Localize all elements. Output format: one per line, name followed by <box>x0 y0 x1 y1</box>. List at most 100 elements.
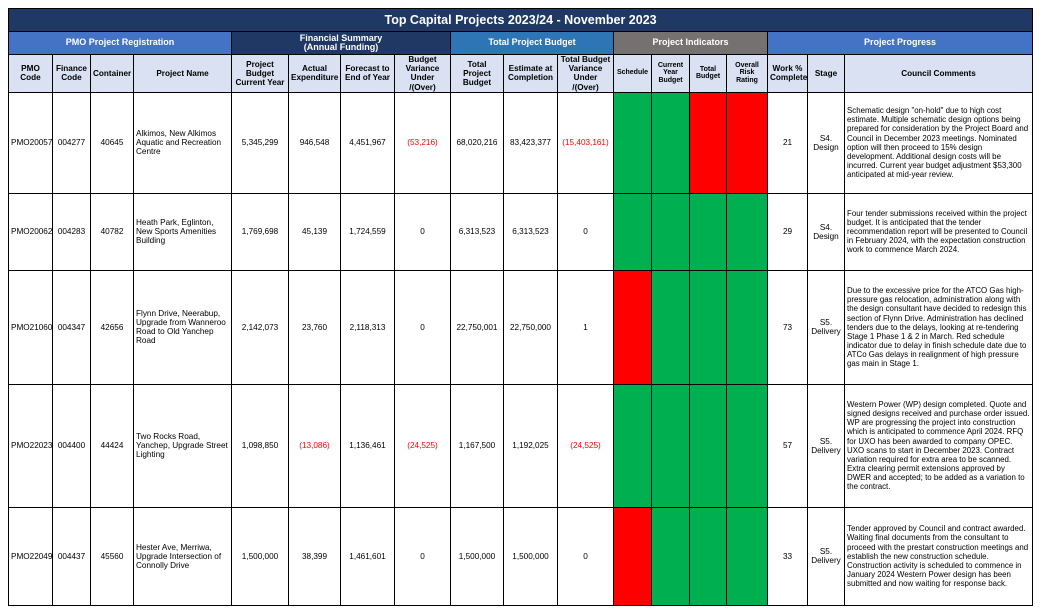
indicator-overall-risk-rating <box>726 506 768 606</box>
col-header-finance-code: Finance Code <box>52 54 91 93</box>
col-header-pmo-code: PMO Code <box>8 54 53 93</box>
cell-total-budget-variance: 0 <box>557 506 614 606</box>
indicator-current-year-budget <box>651 269 690 385</box>
cell-work-pct-complete: 57 <box>767 383 808 508</box>
cell-actual-expenditure: 45,139 <box>288 192 341 271</box>
cell-container: 45560 <box>90 506 134 606</box>
cell-actual-expenditure: (13,086) <box>288 383 341 508</box>
col-header-overall-risk-rating: Overall Risk Rating <box>726 54 768 93</box>
cell-project-name: Flynn Drive, Neerabup, Upgrade from Wann… <box>133 269 232 385</box>
cell-total-project-budget: 6,313,523 <box>450 192 504 271</box>
col-header-work-pct-complete: Work % Complete <box>767 54 808 93</box>
cell-council-comments: Tender approved by Council and contract … <box>843 506 1034 606</box>
cell-council-comments: Four tender submissions received within … <box>843 192 1034 271</box>
group-header-financial-summary: Financial Summary (Annual Funding) <box>231 31 451 55</box>
indicator-overall-risk-rating <box>726 269 768 385</box>
indicator-total-budget <box>689 383 727 508</box>
cell-finance-code: 004347 <box>52 269 91 385</box>
col-header-estimate-at-completion: Estimate at Completion <box>503 54 558 93</box>
cell-pmo-code: PMO22023 <box>8 383 53 508</box>
cell-forecast-to-end-of-year: 4,451,967 <box>340 91 395 194</box>
cell-estimate-at-completion: 83,423,377 <box>503 91 558 194</box>
cell-container: 42656 <box>90 269 134 385</box>
report-title: Top Capital Projects 2023/24 - November … <box>7 8 1034 32</box>
cell-estimate-at-completion: 1,192,025 <box>503 383 558 508</box>
cell-stage: S4. Design <box>807 91 845 194</box>
cell-estimate-at-completion: 22,750,000 <box>503 269 558 385</box>
cell-project-budget-current-year: 1,500,000 <box>231 506 289 606</box>
cell-pmo-code: PMO21060 <box>8 269 53 385</box>
col-header-council-comments: Council Comments <box>843 54 1034 93</box>
cell-total-project-budget: 1,167,500 <box>450 383 504 508</box>
indicator-overall-risk-rating <box>726 91 768 194</box>
indicator-schedule <box>613 192 652 271</box>
cell-work-pct-complete: 29 <box>767 192 808 271</box>
col-header-container: Container <box>90 54 134 93</box>
group-header-project-progress: Project Progress <box>766 31 1034 55</box>
indicator-total-budget <box>689 506 727 606</box>
table-row: PMO21060 004347 42656 Flynn Drive, Neera… <box>8 269 1034 385</box>
cell-budget-variance: 0 <box>394 192 451 271</box>
cell-project-budget-current-year: 5,345,299 <box>231 91 289 194</box>
cell-total-project-budget: 68,020,216 <box>450 91 504 194</box>
cell-container: 44424 <box>90 383 134 508</box>
table-row: PMO20057 004277 40645 Alkimos, New Alkim… <box>8 91 1034 194</box>
cell-stage: S5. Delivery <box>807 269 845 385</box>
cell-total-budget-variance: 0 <box>557 192 614 271</box>
cell-total-project-budget: 22,750,001 <box>450 269 504 385</box>
cell-pmo-code: PMO20062 <box>8 192 53 271</box>
table-row: PMO22049 004437 45560 Hester Ave, Merriw… <box>8 506 1034 606</box>
cell-work-pct-complete: 73 <box>767 269 808 385</box>
indicator-current-year-budget <box>651 383 690 508</box>
cell-actual-expenditure: 38,399 <box>288 506 341 606</box>
indicator-current-year-budget <box>651 506 690 606</box>
col-header-total-budget: Total Budget <box>689 54 727 93</box>
indicator-schedule <box>613 269 652 385</box>
cell-council-comments: Due to the excessive price for the ATCO … <box>843 269 1034 385</box>
indicator-total-budget <box>689 269 727 385</box>
indicator-current-year-budget <box>651 91 690 194</box>
indicator-total-budget <box>689 192 727 271</box>
cell-budget-variance: (24,525) <box>394 383 451 508</box>
indicator-total-budget <box>689 91 727 194</box>
col-header-forecast-to-end-of-year: Forecast to End of Year <box>340 54 395 93</box>
cell-total-project-budget: 1,500,000 <box>450 506 504 606</box>
cell-budget-variance: 0 <box>394 506 451 606</box>
cell-pmo-code: PMO22049 <box>8 506 53 606</box>
col-header-actual-expenditure: Actual Expenditure <box>288 54 341 93</box>
cell-project-name: Hester Ave, Merriwa, Upgrade Intersectio… <box>133 506 232 606</box>
col-header-total-project-budget: Total Project Budget <box>450 54 504 93</box>
cell-finance-code: 004437 <box>52 506 91 606</box>
cell-work-pct-complete: 21 <box>767 91 808 194</box>
col-header-project-name: Project Name <box>133 54 232 93</box>
table-row: PMO20062 004283 40782 Heath Park, Eglint… <box>8 192 1034 271</box>
cell-project-budget-current-year: 1,098,850 <box>231 383 289 508</box>
cell-container: 40782 <box>90 192 134 271</box>
group-header-project-indicators: Project Indicators <box>613 31 768 55</box>
cell-stage: S4. Design <box>807 192 845 271</box>
col-header-project-budget-current-year: Project Budget Current Year <box>231 54 289 93</box>
cell-project-name: Alkimos, New Alkimos Aquatic and Recreat… <box>133 91 232 194</box>
cell-council-comments: Western Power (WP) design completed. Quo… <box>843 383 1034 508</box>
col-header-current-year-budget: Current Year Budget <box>651 54 690 93</box>
cell-container: 40645 <box>90 91 134 194</box>
col-header-stage: Stage <box>807 54 845 93</box>
group-header-total-project-budget: Total Project Budget <box>450 31 614 55</box>
cell-forecast-to-end-of-year: 2,118,313 <box>340 269 395 385</box>
cell-finance-code: 004277 <box>52 91 91 194</box>
group-header-registration: PMO Project Registration <box>8 31 232 55</box>
table-row: PMO22023 004400 44424 Two Rocks Road, Ya… <box>8 383 1034 508</box>
cell-forecast-to-end-of-year: 1,136,461 <box>340 383 395 508</box>
indicator-schedule <box>613 91 652 194</box>
cell-budget-variance: (53,216) <box>394 91 451 194</box>
cell-finance-code: 004400 <box>52 383 91 508</box>
capital-projects-table: Top Capital Projects 2023/24 - November … <box>7 8 1034 606</box>
cell-project-name: Two Rocks Road, Yanchep, Upgrade Street … <box>133 383 232 508</box>
indicator-overall-risk-rating <box>726 192 768 271</box>
cell-work-pct-complete: 33 <box>767 506 808 606</box>
col-header-budget-variance: Budget Variance Under /(Over) <box>394 54 451 93</box>
cell-actual-expenditure: 23,760 <box>288 269 341 385</box>
cell-actual-expenditure: 946,548 <box>288 91 341 194</box>
cell-estimate-at-completion: 6,313,523 <box>503 192 558 271</box>
indicator-schedule <box>613 506 652 606</box>
